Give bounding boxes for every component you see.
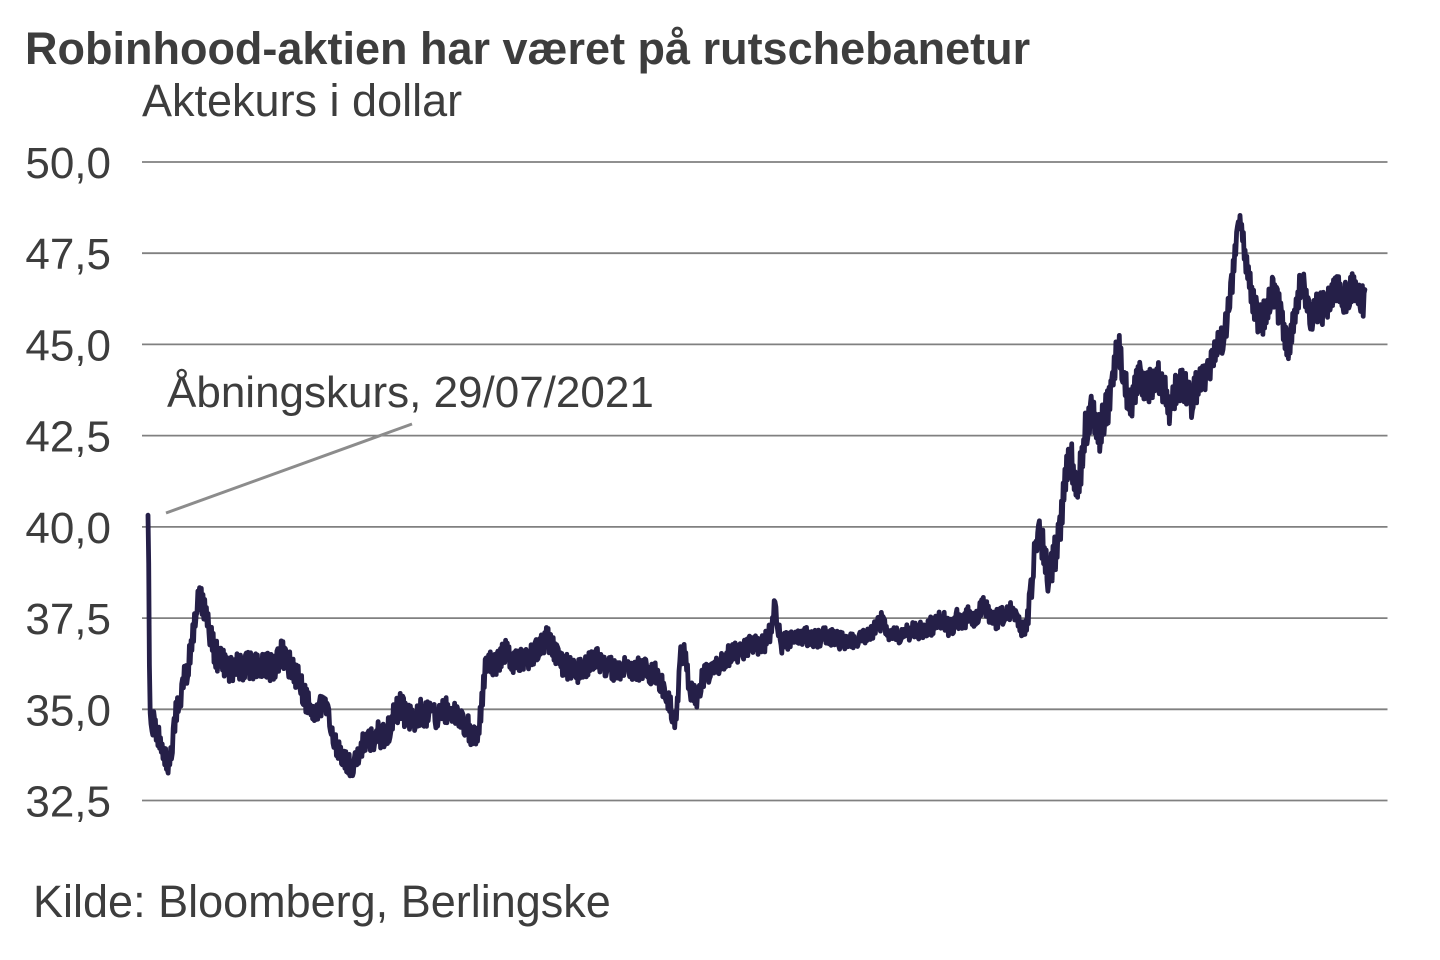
svg-text:40,0: 40,0: [25, 504, 111, 553]
svg-text:Robinhood-aktien har været på: Robinhood-aktien har været på rutscheban…: [25, 23, 1030, 74]
svg-text:35,0: 35,0: [25, 686, 111, 735]
svg-text:37,5: 37,5: [25, 595, 111, 644]
svg-text:Kilde: Bloomberg, Berlingske: Kilde: Bloomberg, Berlingske: [33, 876, 611, 927]
svg-text:42,5: 42,5: [25, 413, 111, 462]
svg-text:47,5: 47,5: [25, 230, 111, 279]
svg-text:Aktekurs i dollar: Aktekurs i dollar: [142, 75, 462, 126]
svg-text:50,0: 50,0: [25, 139, 111, 188]
svg-text:32,5: 32,5: [25, 778, 111, 827]
svg-text:45,0: 45,0: [25, 321, 111, 370]
svg-text:Åbningskurs, 29/07/2021: Åbningskurs, 29/07/2021: [167, 368, 654, 417]
